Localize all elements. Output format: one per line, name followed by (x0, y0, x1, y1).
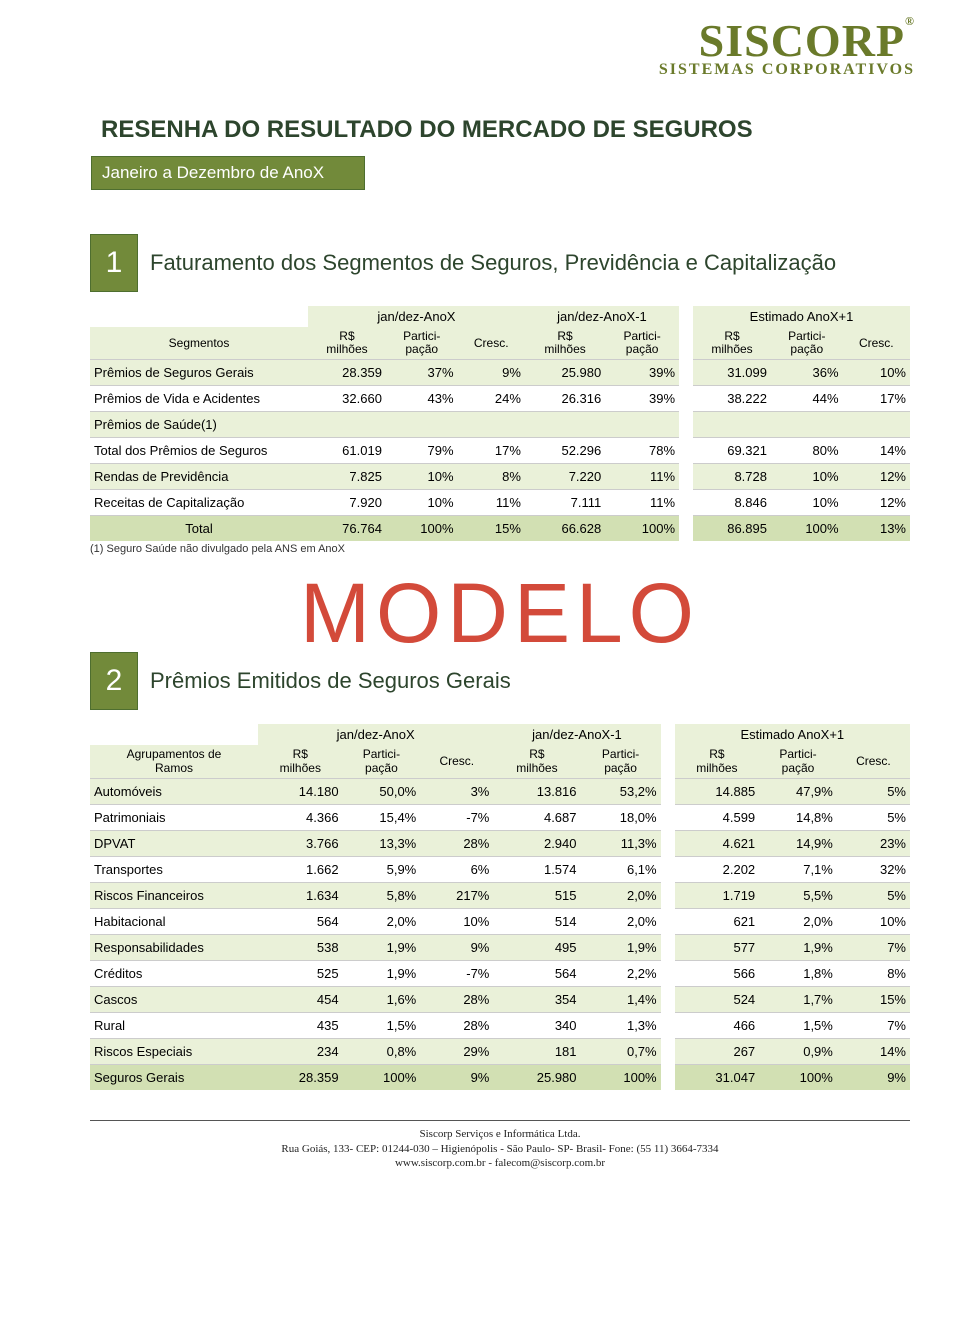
logo-reg: ® (905, 14, 915, 28)
table-segmentos: jan/dez-AnoXjan/dez-AnoX-1Estimado AnoX+… (90, 306, 910, 541)
table-row: Prêmios de Seguros Gerais28.35937%9%25.9… (90, 359, 910, 385)
footer-line-3: www.siscorp.com.br - falecom@siscorp.com… (90, 1156, 910, 1171)
table-row: Total76.764100%15%66.628100%86.895100%13… (90, 515, 910, 541)
section-2-title: Prêmios Emitidos de Seguros Gerais (150, 668, 511, 694)
logo: SISCORP® SISTEMAS CORPORATIVOS (659, 20, 915, 79)
table-row: Patrimoniais4.36615,4%-7%4.68718,0%4.599… (90, 804, 910, 830)
table-row: Habitacional5642,0%10%5142,0%6212,0%10% (90, 908, 910, 934)
table-row: Rendas de Previdência7.82510%8%7.22011%8… (90, 463, 910, 489)
watermark: MODELO (90, 565, 910, 662)
section-2-header: 2 Prêmios Emitidos de Seguros Gerais (90, 652, 910, 710)
table-row: Prêmios de Vida e Acidentes32.66043%24%2… (90, 385, 910, 411)
section-1-title: Faturamento dos Segmentos de Seguros, Pr… (150, 250, 836, 276)
table-row: Automóveis14.18050,0%3%13.81653,2%14.885… (90, 778, 910, 804)
table-row: Responsabilidades5381,9%9%4951,9%5771,9%… (90, 934, 910, 960)
logo-sub: SISTEMAS CORPORATIVOS (659, 61, 915, 79)
page-title: RESENHA DO RESULTADO DO MERCADO DE SEGUR… (91, 110, 910, 150)
table-row: Cascos4541,6%28%3541,4%5241,7%15% (90, 986, 910, 1012)
table-row: Transportes1.6625,9%6%1.5746,1%2.2027,1%… (90, 856, 910, 882)
table-row: DPVAT3.76613,3%28%2.94011,3%4.62114,9%23… (90, 830, 910, 856)
table-row: Prêmios de Saúde(1) (90, 411, 910, 437)
table-row: Riscos Financeiros1.6345,8%217%5152,0%1.… (90, 882, 910, 908)
table-row: Seguros Gerais28.359100%9%25.980100%31.0… (90, 1064, 910, 1090)
logo-main: SISCORP (699, 15, 905, 66)
page-subtitle: Janeiro a Dezembro de AnoX (91, 156, 365, 190)
table-row: Rural4351,5%28%3401,3%4661,5%7% (90, 1012, 910, 1038)
footer-line-1: Siscorp Serviços e Informática Ltda. (90, 1127, 910, 1142)
section-1-footnote: (1) Seguro Saúde não divulgado pela ANS … (90, 543, 910, 555)
footer: Siscorp Serviços e Informática Ltda. Rua… (90, 1120, 910, 1172)
title-banner: RESENHA DO RESULTADO DO MERCADO DE SEGUR… (90, 110, 910, 214)
section-1-number: 1 (90, 234, 138, 292)
table-row: Riscos Especiais2340,8%29%1810,7%2670,9%… (90, 1038, 910, 1064)
table-row: Créditos5251,9%-7%5642,2%5661,8%8% (90, 960, 910, 986)
table-row: Receitas de Capitalização7.92010%11%7.11… (90, 489, 910, 515)
section-2-number: 2 (90, 652, 138, 710)
section-1-header: 1 Faturamento dos Segmentos de Seguros, … (90, 234, 910, 292)
footer-line-2: Rua Goiás, 133- CEP: 01244-030 – Higienó… (90, 1142, 910, 1157)
table-ramos: jan/dez-AnoXjan/dez-AnoX-1Estimado AnoX+… (90, 724, 910, 1089)
table-row: Total dos Prêmios de Seguros61.01979%17%… (90, 437, 910, 463)
